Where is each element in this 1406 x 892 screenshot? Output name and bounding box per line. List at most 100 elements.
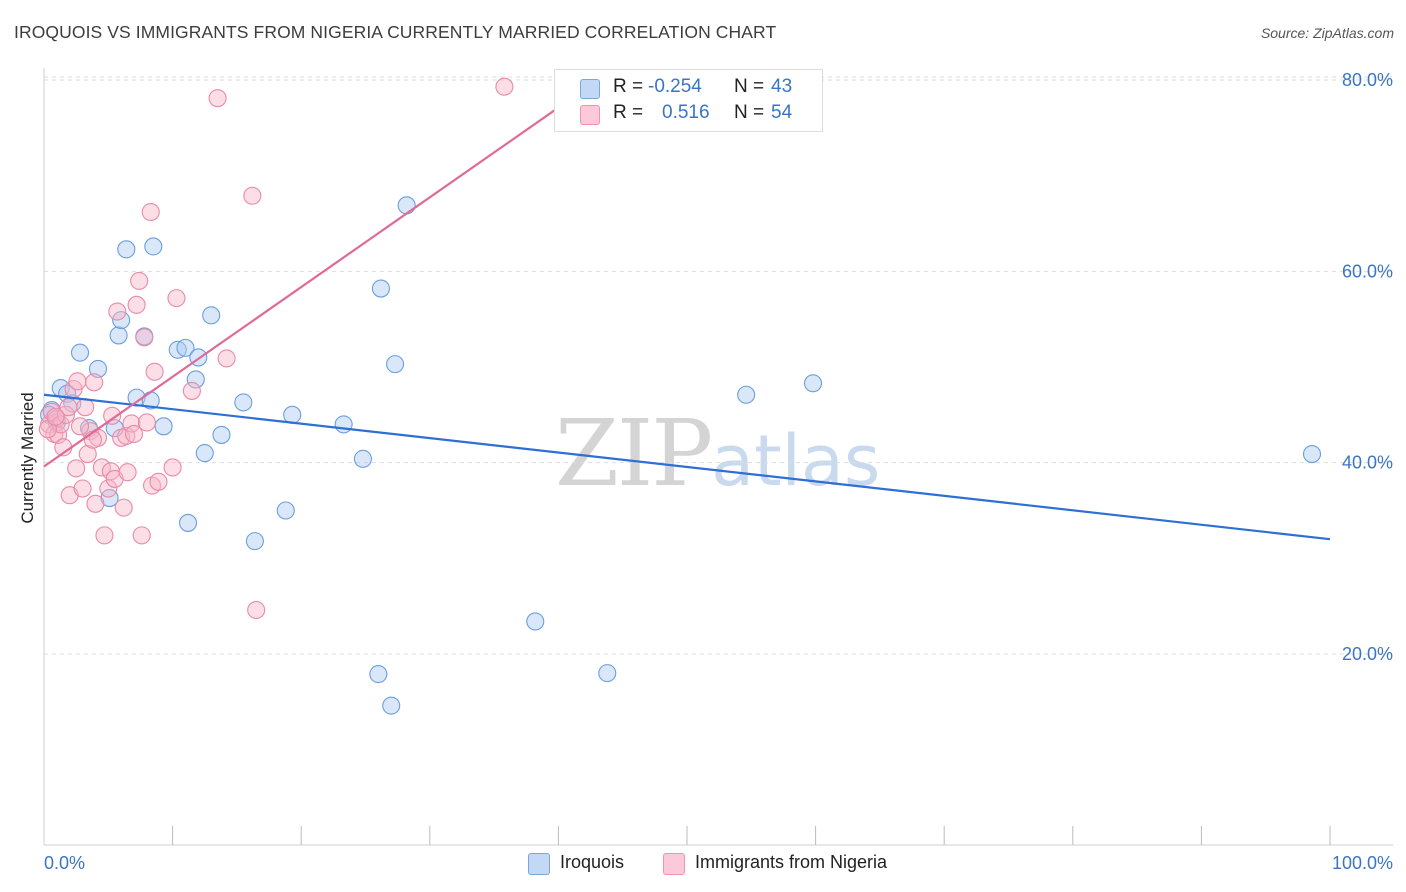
iroquois-point (202, 306, 221, 325)
nigeria-point (182, 381, 201, 400)
legend-r-label: R = (613, 102, 644, 123)
watermark-atlas: atlas (711, 420, 881, 502)
iroquois-point (234, 393, 253, 412)
nigeria-point (243, 186, 262, 205)
grid-lines (44, 76, 1393, 655)
legend-swatch-pink (580, 105, 600, 125)
iroquois-point (70, 343, 90, 362)
nigeria-point (76, 398, 95, 417)
legend-label-nigeria: Immigrants from Nigeria (695, 852, 888, 872)
nigeria-point (46, 407, 65, 426)
legend-swatch-blue (580, 79, 600, 99)
data-points (38, 77, 1322, 715)
iroquois-point (526, 612, 545, 631)
nigeria-point (208, 89, 227, 108)
nigeria-point (95, 526, 114, 545)
iroquois-trend-line (43, 393, 1331, 541)
x-tick-label: 100.0% (1332, 853, 1393, 873)
iroquois-point (371, 279, 390, 298)
nigeria-point (78, 445, 97, 464)
legend-label-iroquois: Iroquois (560, 852, 625, 872)
iroquois-point (386, 355, 405, 374)
nigeria-point (127, 295, 146, 314)
watermark-zip: ZIP (555, 400, 713, 507)
nigeria-point (247, 600, 266, 620)
nigeria-point (118, 463, 137, 482)
iroquois-point (212, 425, 231, 444)
nigeria-point (145, 362, 164, 381)
series-legend: Iroquois Immigrants from Nigeria (0, 852, 1406, 878)
legend-swatch-blue (528, 853, 550, 875)
legend-r-label: R = (613, 76, 644, 97)
chart-title: IROQUOIS VS IMMIGRANTS FROM NIGERIA CURR… (14, 22, 777, 42)
nigeria-point (99, 479, 118, 498)
iroquois-point (178, 513, 198, 532)
iroquois-point (382, 696, 401, 715)
iroquois-point (283, 405, 302, 424)
y-tick-label: 60.0% (1342, 261, 1393, 281)
legend-r-value: -0.254 (648, 76, 702, 97)
iroquois-point (245, 532, 264, 551)
nigeria-point (130, 271, 149, 290)
iroquois-point (276, 501, 295, 520)
nigeria-point (67, 459, 86, 478)
y-tick-label: 40.0% (1342, 453, 1393, 473)
nigeria-point (167, 289, 186, 308)
iroquois-point (109, 326, 128, 345)
legend-n-label: N = (734, 76, 765, 97)
legend-n-label: N = (734, 102, 765, 123)
iroquois-point (598, 664, 617, 683)
legend-swatch-pink (663, 853, 685, 875)
iroquois-point (1302, 445, 1322, 464)
legend-row-nigeria: R = 0.516 N = 54 (555, 101, 822, 127)
axes (43, 68, 1393, 846)
tick-labels: 20.0% 40.0% 60.0% 80.0% 0.0% 100.0% (44, 70, 1393, 873)
iroquois-point (168, 340, 187, 359)
iroquois-point (117, 240, 136, 259)
iroquois-point (154, 417, 173, 436)
y-tick-label: 80.0% (1342, 70, 1393, 90)
stats-legend: R = -0.254 N = 43 R = 0.516 N = 54 (554, 69, 823, 132)
nigeria-trend-line (43, 104, 562, 468)
iroquois-point (112, 311, 131, 330)
iroquois-point (803, 374, 823, 393)
nigeria-point (217, 349, 236, 368)
nigeria-point (149, 472, 168, 491)
nigeria-point (83, 430, 102, 449)
x-tick-label: 0.0% (44, 853, 85, 873)
legend-n-value: 54 (771, 102, 793, 123)
legend-n-value: 43 (771, 76, 793, 97)
nigeria-point (122, 414, 141, 433)
nigeria-point (114, 498, 133, 517)
nigeria-point (85, 373, 104, 392)
legend-r-value: 0.516 (662, 102, 710, 123)
nigeria-point (70, 417, 90, 436)
nigeria-point (73, 479, 92, 498)
iroquois-point (144, 237, 163, 256)
nigeria-point (59, 398, 78, 417)
nigeria-point (163, 458, 182, 477)
iroquois-point (88, 359, 108, 378)
iroquois-point (334, 415, 353, 434)
nigeria-point (141, 202, 160, 222)
legend-row-iroquois: R = -0.254 N = 43 (555, 75, 822, 101)
iroquois-point (737, 385, 756, 404)
nigeria-point (108, 302, 127, 321)
y-tick-label: 20.0% (1342, 644, 1393, 664)
iroquois-point (186, 370, 205, 389)
nigeria-point (103, 406, 122, 425)
iroquois-point (195, 444, 214, 463)
iroquois-point (397, 196, 416, 215)
iroquois-point (353, 449, 372, 468)
nigeria-point (135, 328, 154, 347)
iroquois-point (369, 665, 388, 684)
iroquois-point (176, 338, 195, 357)
nigeria-point (124, 424, 144, 444)
nigeria-point (92, 458, 111, 477)
source-label: Source: ZipAtlas.com (1260, 25, 1394, 41)
watermark: ZIPatlas (555, 400, 880, 507)
nigeria-point (137, 413, 156, 432)
nigeria-point (68, 372, 87, 391)
trend-lines (43, 104, 1331, 541)
